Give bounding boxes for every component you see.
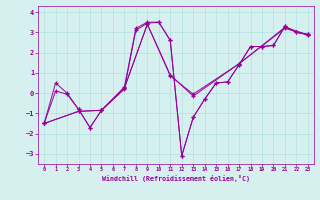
X-axis label: Windchill (Refroidissement éolien,°C): Windchill (Refroidissement éolien,°C): [102, 175, 250, 182]
